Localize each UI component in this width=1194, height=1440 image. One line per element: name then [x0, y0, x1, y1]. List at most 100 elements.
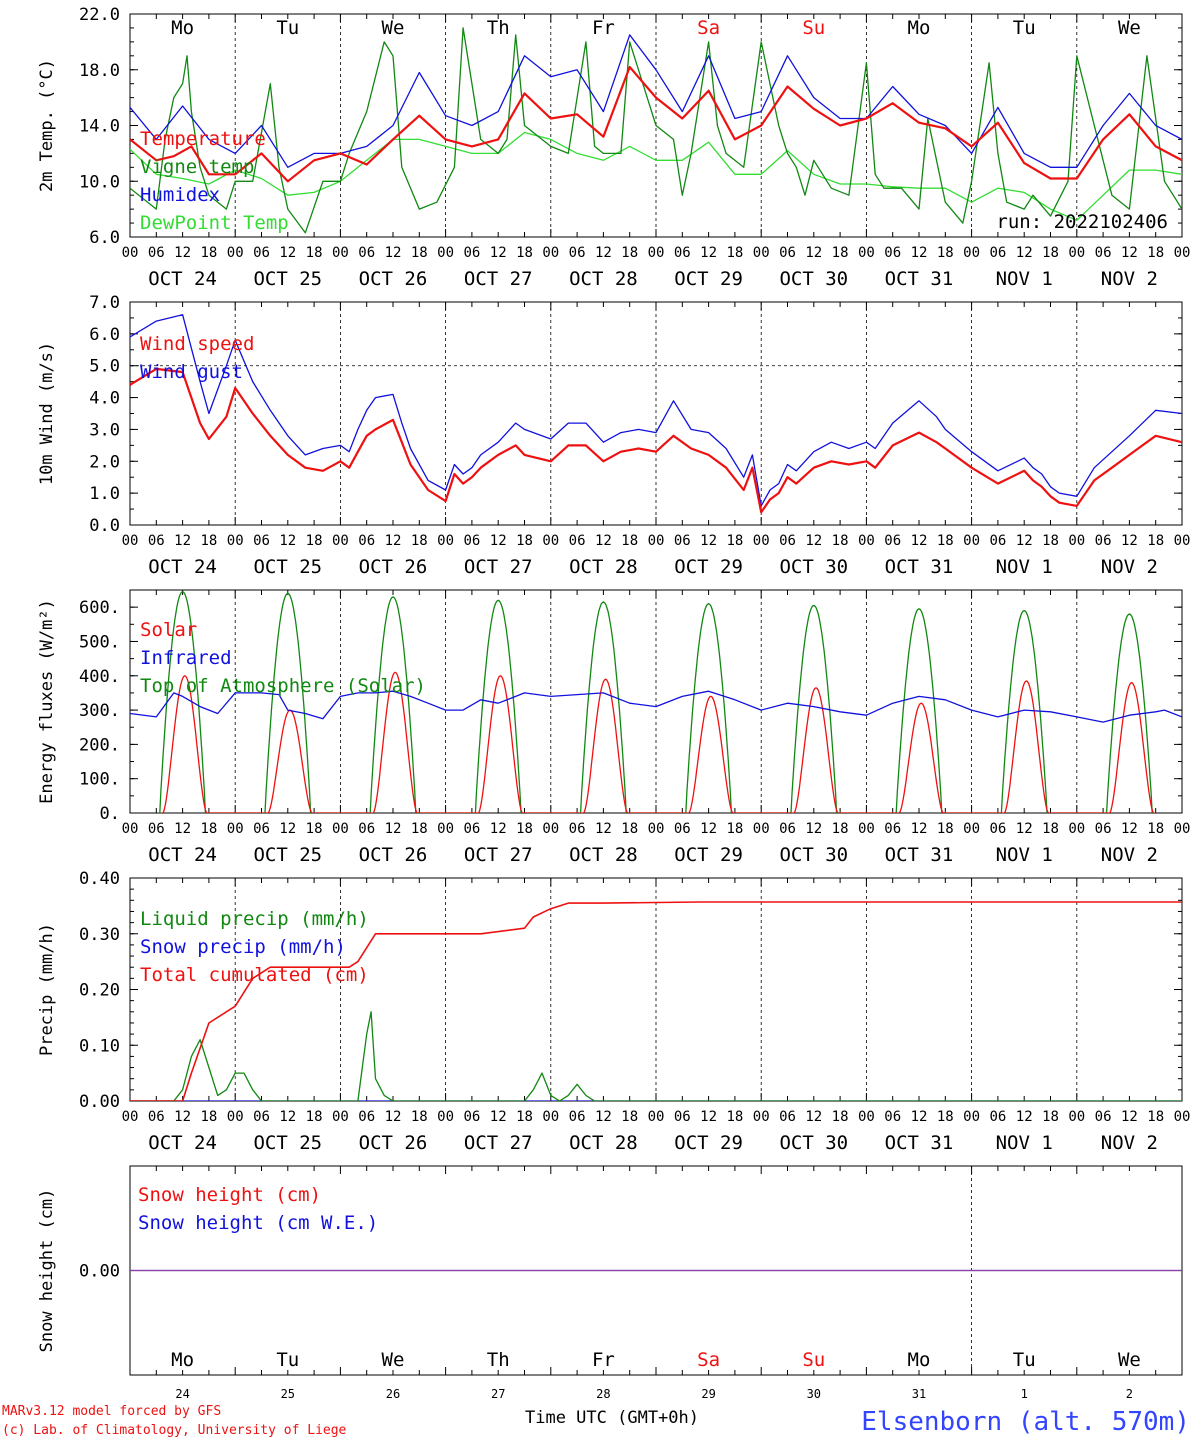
hour-tick-label: 18: [200, 245, 217, 261]
hour-tick-label: 00: [753, 245, 770, 261]
hour-tick-label: 06: [884, 245, 901, 261]
hour-tick-label: 12: [385, 1109, 402, 1125]
date-label: OCT 25: [253, 556, 322, 578]
hour-tick-label: 18: [1147, 821, 1164, 837]
hour-tick-label: 18: [200, 1109, 217, 1125]
date-label: OCT 29: [674, 1132, 743, 1154]
hour-tick-label: 12: [911, 1109, 928, 1125]
day-of-week-label: Mo: [908, 17, 931, 39]
y-tick-label: 200.: [79, 735, 120, 755]
hour-tick-label: 12: [595, 533, 612, 549]
day-number-label: 27: [491, 1387, 505, 1401]
hour-tick-label: 12: [174, 533, 191, 549]
y-tick-label: 0.10: [79, 1036, 120, 1056]
y-tick-label: 1.0: [89, 484, 120, 504]
hour-tick-label: 18: [306, 1109, 323, 1125]
hour-tick-label: 12: [174, 1109, 191, 1125]
hour-tick-label: 18: [306, 533, 323, 549]
hour-tick-label: 12: [279, 1109, 296, 1125]
date-label: OCT 24: [148, 556, 217, 578]
hour-tick-label: 06: [358, 533, 375, 549]
hour-tick-label: 00: [332, 1109, 349, 1125]
model-credit: MARv3.12 model forced by GFS: [2, 1404, 221, 1419]
y-tick-label: 400.: [79, 667, 120, 687]
series-line-liquid-precip-mm-h-: [130, 1011, 1182, 1101]
date-label: NOV 2: [1101, 556, 1158, 578]
day-number-label: 24: [175, 1387, 189, 1401]
hour-tick-label: 06: [148, 245, 165, 261]
hour-tick-label: 18: [1147, 533, 1164, 549]
day-of-week-label: Mo: [908, 1349, 931, 1371]
hour-tick-label: 12: [700, 533, 717, 549]
y-tick-label: 2.0: [89, 452, 120, 472]
hour-tick-label: 00: [332, 821, 349, 837]
hour-tick-label: 12: [1016, 1109, 1033, 1125]
hour-tick-label: 00: [858, 245, 875, 261]
hour-tick-label: 12: [1016, 821, 1033, 837]
date-label: OCT 28: [569, 556, 638, 578]
hour-tick-label: 06: [674, 533, 691, 549]
hour-tick-label: 12: [385, 245, 402, 261]
date-label: OCT 30: [779, 1132, 848, 1154]
y-tick-label: 0.00: [79, 1262, 120, 1282]
y-tick-label: 0.30: [79, 925, 120, 945]
hour-tick-label: 06: [989, 821, 1006, 837]
hour-tick-label: 00: [1174, 1109, 1191, 1125]
station-name: Elsenborn (alt. 570m): [861, 1407, 1190, 1437]
y-tick-label: 0.: [100, 804, 120, 824]
date-label: OCT 27: [464, 556, 533, 578]
hour-tick-label: 18: [621, 533, 638, 549]
hour-tick-label: 00: [858, 1109, 875, 1125]
hour-tick-label: 06: [674, 245, 691, 261]
hour-tick-label: 18: [516, 1109, 533, 1125]
hour-tick-label: 06: [779, 533, 796, 549]
hour-tick-label: 06: [569, 821, 586, 837]
hour-tick-label: 18: [937, 1109, 954, 1125]
day-of-week-label: Su: [802, 17, 825, 39]
date-label: NOV 2: [1101, 268, 1158, 290]
hour-tick-label: 06: [253, 1109, 270, 1125]
legend-entry: Solar: [140, 619, 197, 641]
hour-tick-label: 00: [963, 821, 980, 837]
hour-tick-label: 06: [358, 245, 375, 261]
hour-tick-label: 00: [963, 1109, 980, 1125]
hour-tick-label: 18: [200, 821, 217, 837]
date-label: OCT 31: [885, 1132, 954, 1154]
legend-entry: DewPoint Temp: [140, 212, 289, 234]
panel-3: 0. 100. 200. 300. 400. 500. 600. Energy fluxes …: [37, 589, 1190, 866]
date-label: OCT 26: [359, 1132, 428, 1154]
hour-tick-label: 00: [753, 821, 770, 837]
y-axis-label: 10m Wind (m/s): [37, 342, 57, 485]
hour-tick-label: 00: [1068, 1109, 1085, 1125]
footer: MARv3.12 model forced by GFS (c) Lab. of…: [2, 1404, 1190, 1438]
hour-tick-label: 12: [279, 533, 296, 549]
day-of-week-label: Mo: [171, 17, 194, 39]
y-tick-label: 0.20: [79, 981, 120, 1001]
day-of-week-label: Th: [487, 17, 510, 39]
hour-tick-label: 06: [989, 1109, 1006, 1125]
date-label: OCT 25: [253, 268, 322, 290]
hour-tick-label: 12: [279, 245, 296, 261]
series-group: [130, 27, 1182, 234]
hour-tick-label: 06: [779, 821, 796, 837]
day-of-week-label: Tu: [276, 1349, 299, 1371]
day-of-week-label: Su: [802, 1349, 825, 1371]
y-tick-label: 100.: [79, 770, 120, 790]
hour-tick-label: 18: [1147, 1109, 1164, 1125]
hour-tick-label: 00: [437, 821, 454, 837]
y-tick-label: 0.40: [79, 869, 120, 889]
legend-entry: Snow height (cm W.E.): [138, 1212, 378, 1234]
day-number-label: 25: [281, 1387, 295, 1401]
legend-entry: Humidex: [140, 184, 220, 206]
hour-tick-label: 06: [148, 1109, 165, 1125]
hour-tick-label: 06: [148, 533, 165, 549]
legend-entry: Infrared: [140, 647, 232, 669]
date-label: OCT 27: [464, 1132, 533, 1154]
hour-tick-label: 06: [569, 1109, 586, 1125]
day-of-week-label: We: [1118, 1349, 1141, 1371]
hour-tick-label: 12: [805, 533, 822, 549]
date-label: OCT 28: [569, 1132, 638, 1154]
date-label: OCT 29: [674, 556, 743, 578]
series-line-wind-speed: [130, 367, 1182, 514]
